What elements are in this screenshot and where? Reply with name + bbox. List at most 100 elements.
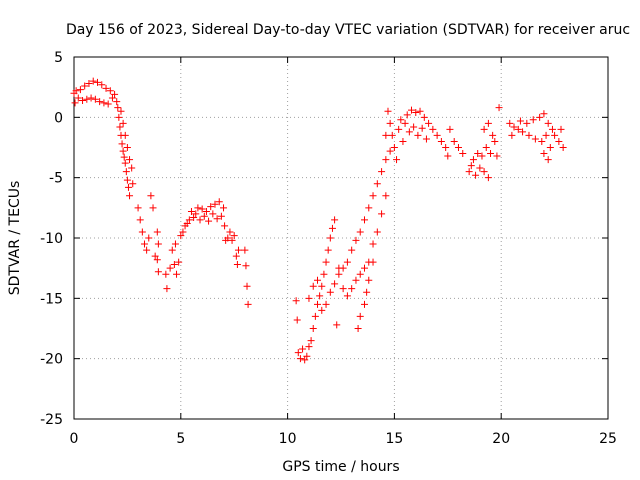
data-point — [476, 164, 484, 172]
data-point — [418, 124, 426, 132]
data-point — [292, 297, 300, 305]
data-point — [489, 131, 497, 139]
data-point — [217, 212, 225, 220]
data-point — [134, 204, 142, 212]
data-point — [484, 174, 492, 182]
data-point — [72, 87, 80, 95]
data-point — [514, 125, 522, 133]
data-point — [403, 111, 411, 119]
data-point — [510, 123, 518, 131]
y-tick-label: -5 — [49, 171, 63, 187]
data-point — [324, 246, 332, 254]
data-point — [305, 343, 313, 351]
data-point — [83, 95, 91, 103]
data-point — [149, 204, 157, 212]
data-point — [322, 258, 330, 266]
data-point — [221, 222, 229, 230]
data-point — [119, 147, 127, 155]
data-point — [116, 123, 124, 131]
data-point — [495, 104, 503, 112]
data-point — [154, 240, 162, 248]
data-point — [519, 128, 527, 136]
data-point — [89, 77, 97, 85]
x-tick-label: 5 — [176, 431, 185, 447]
data-point — [226, 228, 234, 236]
data-point — [446, 125, 454, 133]
data-point — [354, 325, 362, 332]
data-point — [120, 153, 128, 161]
data-point — [480, 168, 488, 176]
data-point — [314, 300, 322, 308]
data-point — [162, 270, 170, 278]
data-point — [96, 98, 104, 106]
data-point — [348, 246, 356, 254]
data-point — [416, 107, 424, 115]
data-point — [378, 210, 386, 218]
data-point — [126, 192, 134, 200]
data-point — [187, 207, 195, 215]
data-point — [365, 276, 373, 284]
data-point — [328, 224, 336, 232]
data-point — [129, 180, 137, 188]
data-point — [309, 325, 317, 332]
data-point — [170, 261, 178, 269]
data-point — [230, 232, 238, 240]
data-point — [410, 123, 418, 131]
data-point — [100, 99, 108, 107]
data-point — [407, 106, 415, 114]
data-point — [529, 116, 537, 124]
x-tick-label: 20 — [492, 431, 510, 447]
data-point — [369, 240, 377, 248]
x-tick-label: 0 — [70, 431, 79, 447]
data-point — [209, 210, 217, 218]
data-point — [360, 216, 368, 224]
data-point — [168, 246, 176, 254]
x-tick-label: 25 — [599, 431, 617, 447]
data-point — [322, 300, 330, 308]
data-point — [126, 156, 134, 164]
data-point — [442, 144, 450, 151]
data-point — [196, 216, 204, 224]
data-point — [296, 355, 304, 363]
data-point — [405, 128, 413, 136]
data-point — [326, 288, 334, 296]
data-point — [335, 270, 343, 278]
data-point — [474, 150, 482, 158]
data-point — [516, 117, 524, 125]
data-point — [467, 162, 475, 170]
data-point — [352, 236, 360, 244]
data-point — [205, 217, 213, 225]
data-point — [454, 144, 462, 151]
data-point — [551, 131, 559, 139]
x-axis-label: GPS time / hours — [282, 459, 399, 475]
data-point — [538, 137, 546, 145]
data-point — [343, 258, 351, 266]
data-point — [320, 270, 328, 278]
x-axis: 0 5 10 15 20 25 — [70, 57, 617, 447]
data-point — [318, 282, 326, 290]
data-point — [123, 176, 131, 184]
data-point — [360, 264, 368, 272]
data-point — [508, 131, 516, 139]
data-point — [163, 285, 171, 293]
data-point — [450, 137, 458, 145]
data-point — [171, 240, 179, 248]
data-point — [85, 80, 93, 88]
data-point — [309, 282, 317, 290]
data-point — [143, 246, 151, 254]
data-point — [531, 135, 539, 143]
data-point — [386, 119, 394, 127]
data-point — [111, 90, 119, 98]
data-point — [228, 236, 236, 244]
data-point — [326, 234, 334, 242]
data-point — [356, 312, 364, 320]
data-point — [81, 82, 89, 90]
data-point — [124, 183, 132, 191]
data-point — [343, 292, 351, 300]
data-point — [108, 94, 116, 102]
data-point — [482, 144, 490, 151]
data-point — [339, 285, 347, 293]
data-point — [333, 321, 341, 329]
data-point — [437, 137, 445, 145]
y-axis: -25 -20 -15 -10 -5 0 5 — [40, 50, 608, 428]
